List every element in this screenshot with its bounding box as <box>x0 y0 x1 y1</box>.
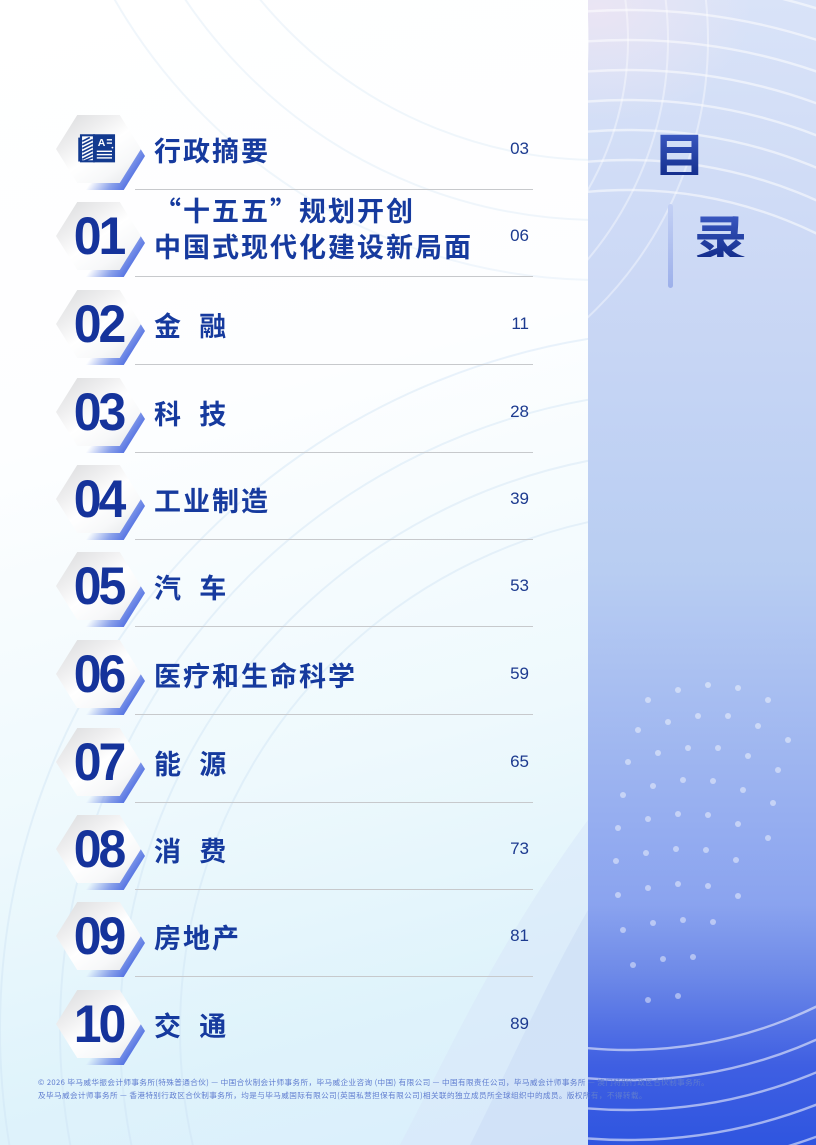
svg-text:A: A <box>98 137 106 149</box>
